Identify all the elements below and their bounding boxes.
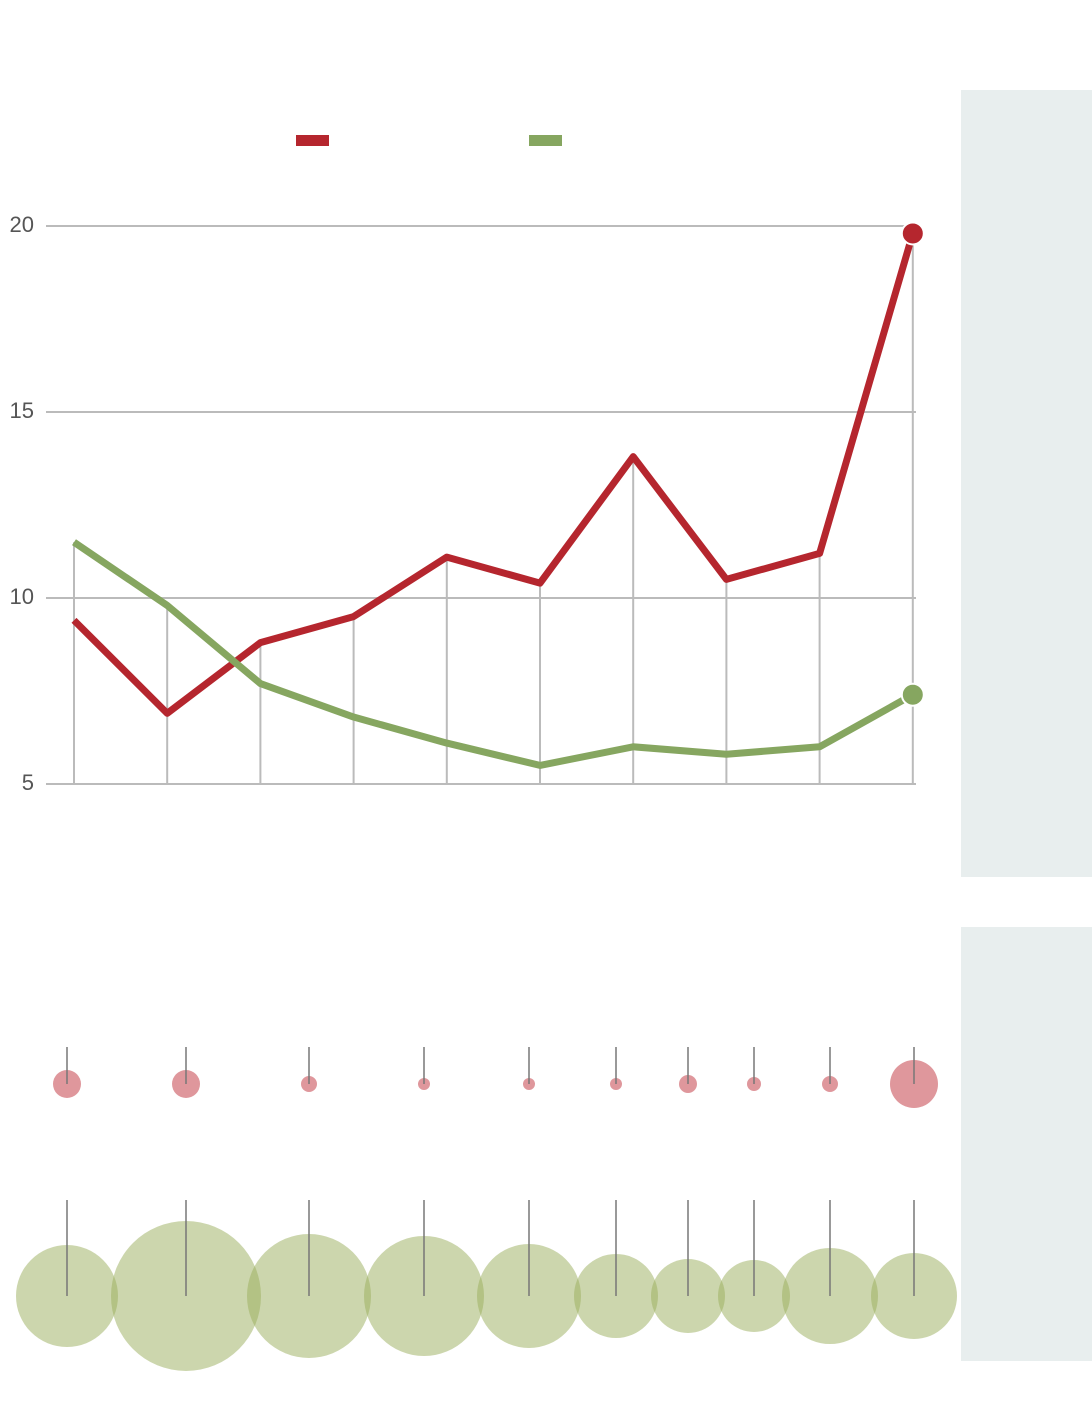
side-panel <box>961 927 1092 1361</box>
end-dot <box>900 221 925 246</box>
series-line <box>72 539 915 769</box>
y-tick-label: 10 <box>10 584 34 609</box>
y-tick-label: 20 <box>10 212 34 237</box>
side-panel <box>961 90 1092 877</box>
legend-swatch <box>296 135 329 146</box>
end-dot <box>900 682 925 707</box>
series-line <box>71 232 917 717</box>
legend-swatch <box>529 135 562 146</box>
y-tick-label: 15 <box>10 398 34 423</box>
y-tick-label: 5 <box>22 770 34 795</box>
